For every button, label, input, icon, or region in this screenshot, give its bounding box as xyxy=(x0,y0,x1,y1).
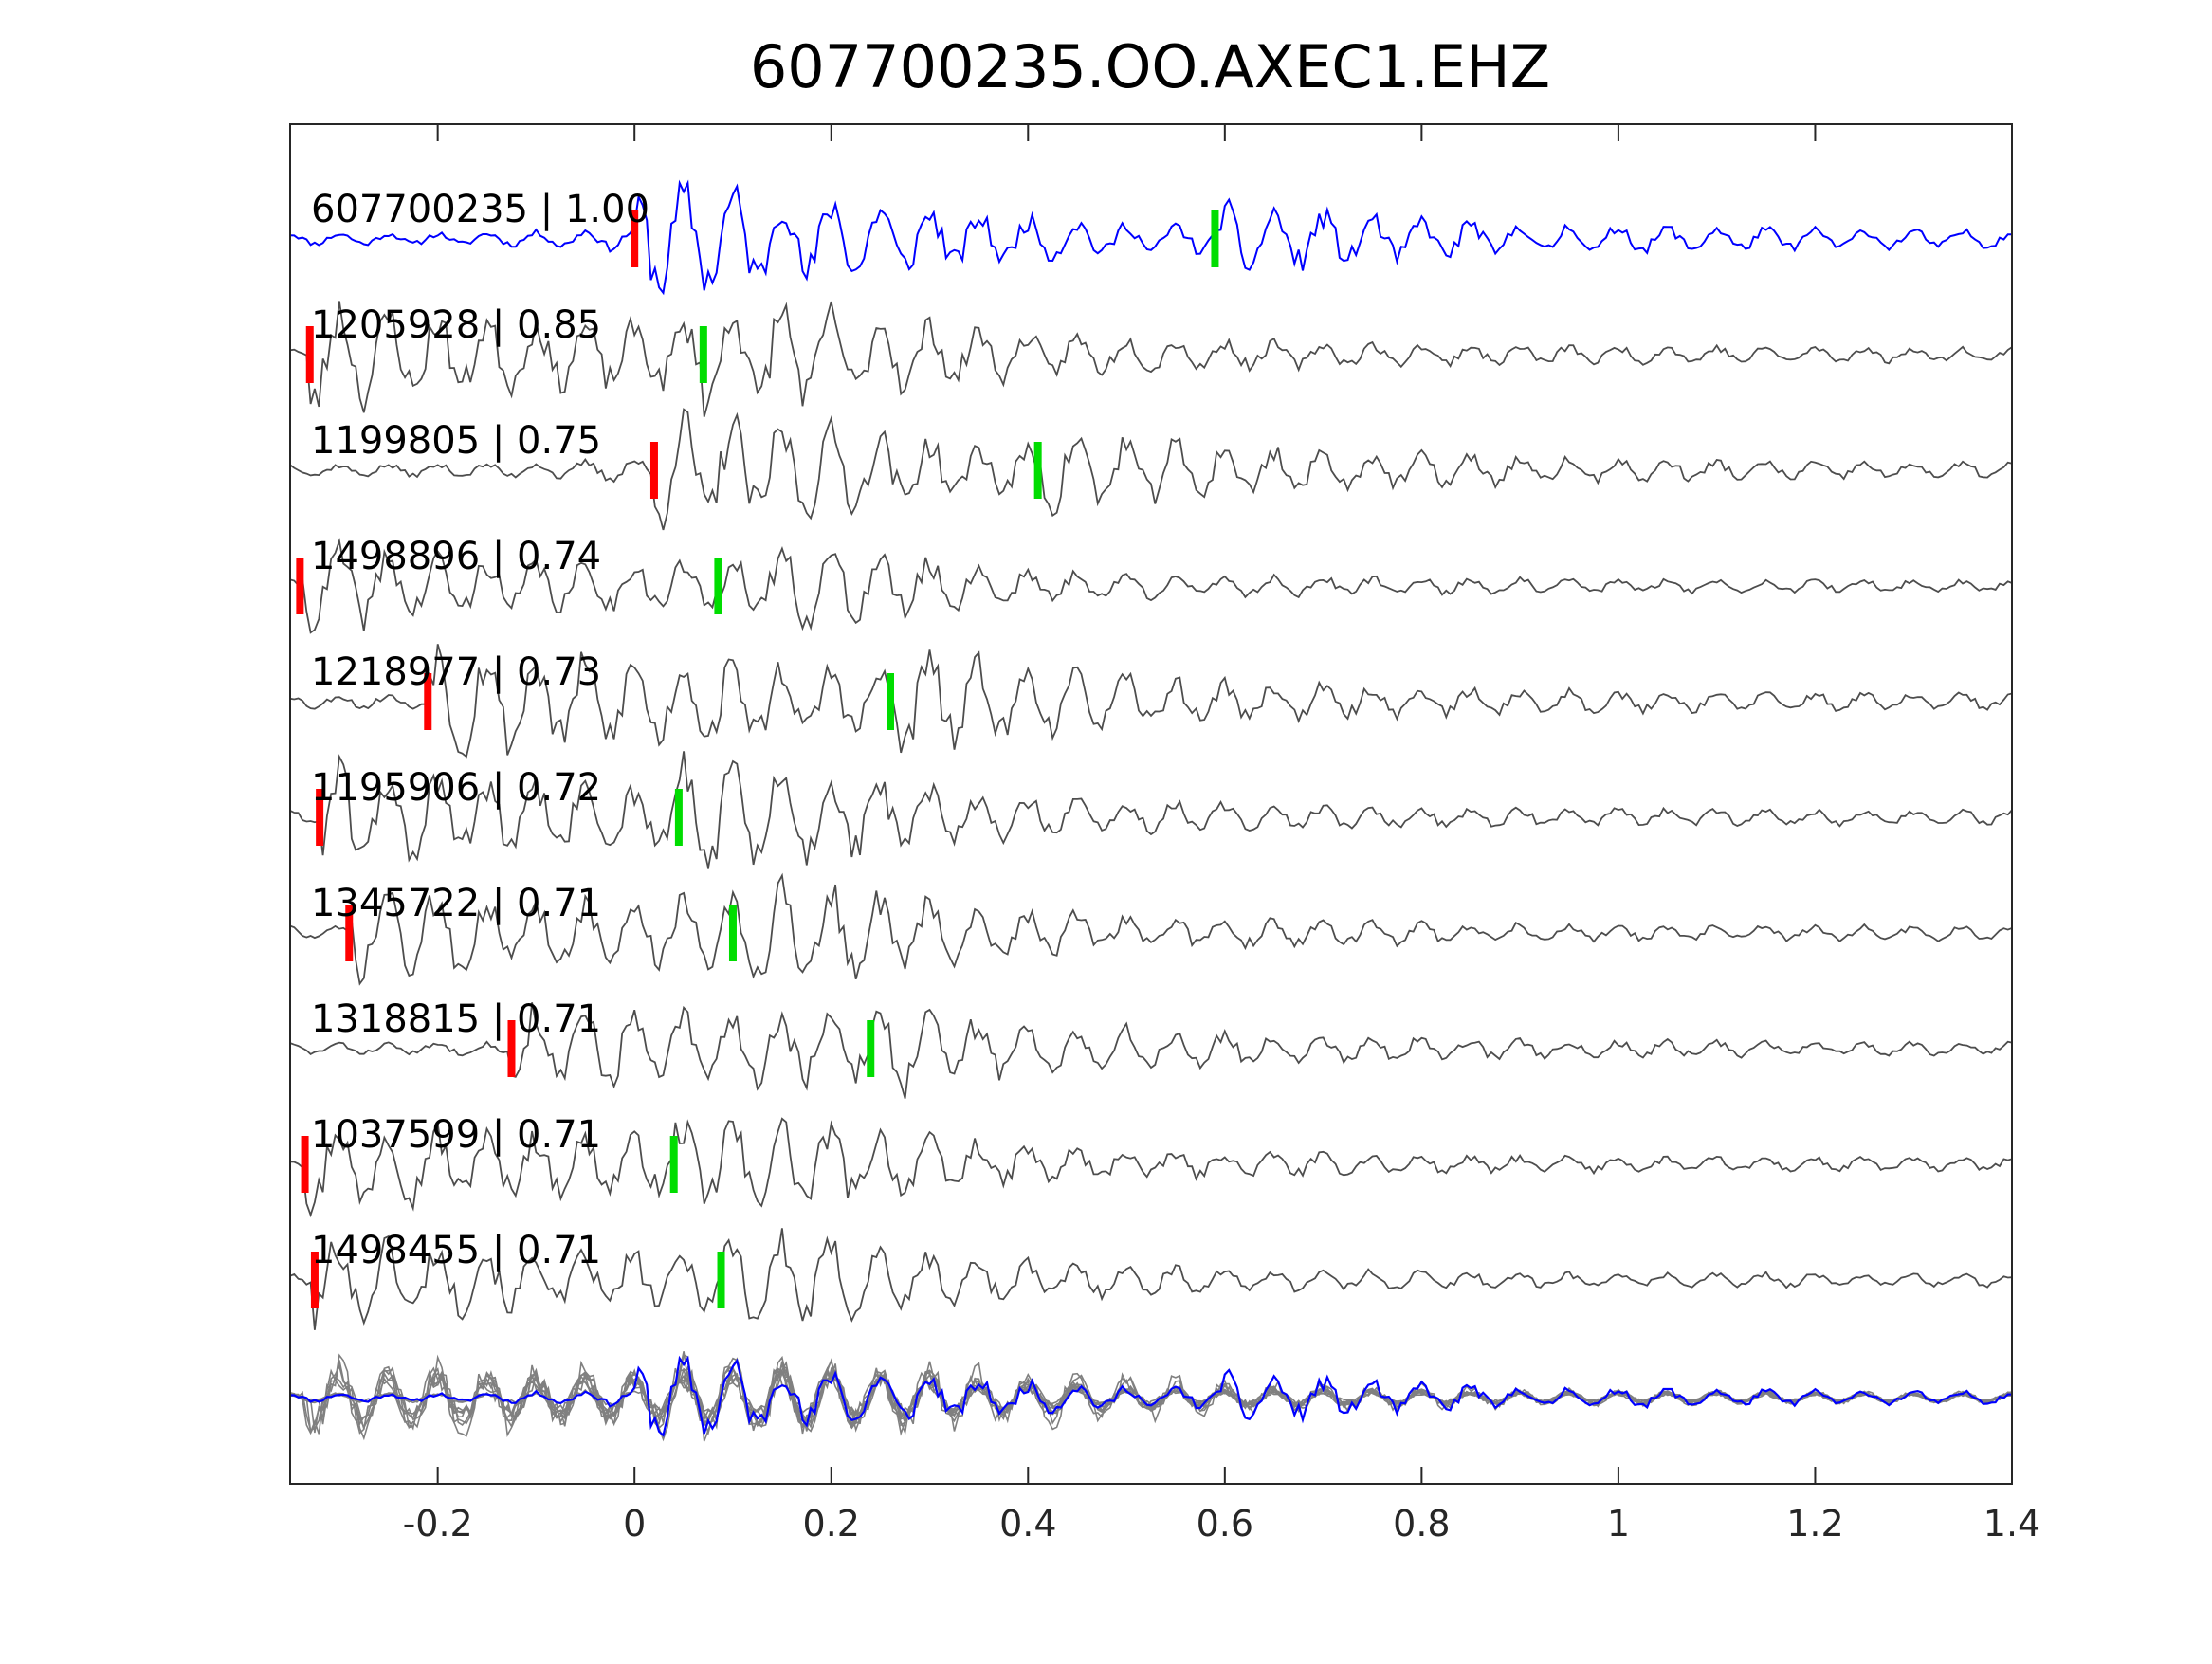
waveform-trace-1498896 xyxy=(289,538,2013,634)
stacked-trace-1498455 xyxy=(289,1361,2013,1434)
waveform-trace-1037599 xyxy=(289,1117,2013,1218)
x-axis: -0.2 0 0.2 0.4 0.6 0.8 1 1.2 1.4 xyxy=(403,124,2040,1545)
s-pick-marker-1205928 xyxy=(699,326,707,383)
trace-label-1318815: 1318815 | 0.71 xyxy=(311,997,601,1041)
p-pick-marker-1345722 xyxy=(345,905,354,961)
trace-label-1205928: 1205928 | 0.85 xyxy=(311,303,601,347)
p-pick-marker-1205928 xyxy=(305,326,314,383)
p-pick-marker-1498896 xyxy=(296,558,304,614)
chart-title: 607700235.OO.AXEC1.EHZ xyxy=(750,32,1550,101)
x-tick-label: 0.8 xyxy=(1393,1503,1450,1545)
stacked-trace-607700235 xyxy=(289,1355,2013,1437)
p-pick-marker-1195906 xyxy=(316,789,324,846)
trace-label-1218977: 1218977 | 0.73 xyxy=(311,650,601,694)
s-pick-marker-1498896 xyxy=(714,558,722,614)
x-tick-label: 0.4 xyxy=(999,1503,1056,1545)
waveform-trace-1498455 xyxy=(289,1228,2013,1330)
p-pick-marker-1218977 xyxy=(424,673,432,730)
waveform-trace-1345722 xyxy=(289,872,2013,986)
x-tick-label: -0.2 xyxy=(403,1503,473,1545)
x-tick-label: 1.4 xyxy=(1983,1503,2040,1545)
x-tick-label: 0.2 xyxy=(803,1503,860,1545)
waveform-trace-607700235 xyxy=(289,179,2013,296)
trace-labels: 607700235 | 1.00 1205928 | 0.85 1199805 | … xyxy=(311,188,649,1272)
trace-group xyxy=(289,179,2013,1330)
p-pick-marker-1318815 xyxy=(507,1020,516,1077)
s-pick-marker-1345722 xyxy=(728,905,737,961)
trace-label-1199805: 1199805 | 0.75 xyxy=(311,419,601,463)
trace-label-1195906: 1195906 | 0.72 xyxy=(311,766,601,810)
s-pick-marker-1199805 xyxy=(1033,442,1042,499)
trace-label-1498896: 1498896 | 0.74 xyxy=(311,535,601,578)
waveform-trace-1205928 xyxy=(289,301,2013,417)
waveform-trace-1199805 xyxy=(289,408,2013,531)
s-pick-marker-607700235 xyxy=(1211,210,1219,267)
waveform-trace-1318815 xyxy=(289,1002,2013,1099)
x-tick-label: 0 xyxy=(623,1503,646,1545)
s-pick-marker-1218977 xyxy=(887,673,895,730)
x-tick-label: 1.2 xyxy=(1786,1503,1843,1545)
pick-markers xyxy=(296,210,1219,1308)
x-tick-label: 0.6 xyxy=(1197,1503,1253,1545)
s-pick-marker-1037599 xyxy=(669,1136,678,1193)
waveform-trace-1195906 xyxy=(289,751,2013,869)
x-tick-label: 1 xyxy=(1607,1503,1630,1545)
trace-label-1498455: 1498455 | 0.71 xyxy=(311,1229,601,1272)
s-pick-marker-1498455 xyxy=(717,1252,725,1308)
p-pick-marker-1037599 xyxy=(301,1136,309,1193)
plot-frame xyxy=(289,123,2013,1485)
s-pick-marker-1195906 xyxy=(674,789,683,846)
trace-label-1345722: 1345722 | 0.71 xyxy=(311,882,601,925)
p-pick-marker-1498455 xyxy=(310,1252,319,1308)
p-pick-marker-1199805 xyxy=(649,442,658,499)
waveform-trace-1218977 xyxy=(289,644,2013,759)
s-pick-marker-1318815 xyxy=(867,1020,875,1077)
trace-label-607700235: 607700235 | 1.00 xyxy=(311,188,649,231)
p-pick-marker-607700235 xyxy=(631,210,639,267)
trace-label-1037599: 1037599 | 0.71 xyxy=(311,1113,601,1157)
stacked-traces xyxy=(289,1351,2013,1442)
